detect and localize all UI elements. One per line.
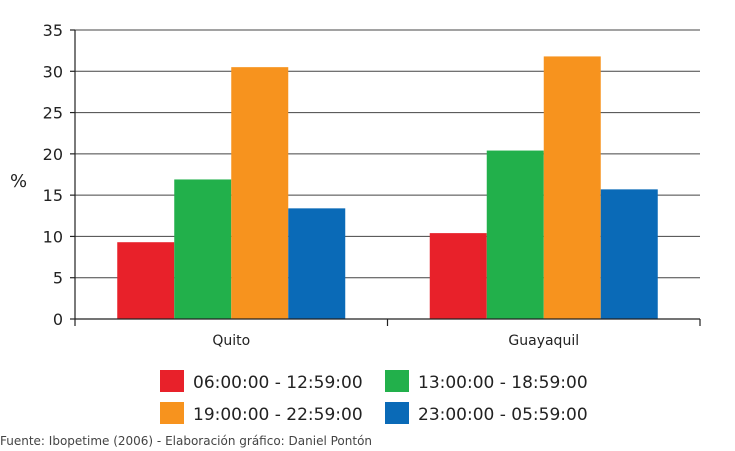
y-tick-label: 10 [43, 227, 63, 246]
legend-swatch [160, 370, 184, 392]
y-tick-label: 35 [43, 21, 63, 40]
bar [486, 150, 544, 319]
bar [117, 242, 175, 319]
legend-swatch [385, 402, 409, 424]
y-tick-labels: 0 5 10 15 20 25 30 35 [43, 21, 63, 329]
axes [70, 29, 701, 326]
bar [429, 233, 487, 319]
bar [543, 56, 601, 320]
category-label: Quito [212, 333, 250, 349]
bar [288, 208, 346, 319]
y-tick-label: 0 [53, 310, 63, 329]
legend-swatch [385, 370, 409, 392]
y-tick-label: 15 [43, 186, 63, 205]
y-tick-label: 20 [43, 145, 63, 164]
legend: 06:00:00 - 12:59:00 13:00:00 - 18:59:00 19… [160, 370, 588, 425]
legend-label: 23:00:00 - 05:59:00 [418, 405, 588, 425]
y-tick-label: 30 [43, 62, 63, 81]
legend-swatch [160, 402, 184, 424]
y-tick-label: 25 [43, 104, 63, 123]
legend-label: 13:00:00 - 18:59:00 [418, 373, 588, 393]
legend-label: 19:00:00 - 22:59:00 [193, 405, 363, 425]
category-labels: Quito Guayaquil [212, 333, 579, 349]
y-tick-label: 5 [53, 269, 63, 288]
bar [174, 179, 232, 319]
category-label: Guayaquil [508, 333, 579, 349]
bar [231, 67, 289, 320]
bar [600, 189, 658, 319]
legend-label: 06:00:00 - 12:59:00 [193, 373, 363, 393]
y-axis-label: % [10, 171, 27, 192]
bars [117, 56, 658, 320]
source-note: Fuente: Ibopetime (2006) - Elaboración g… [0, 434, 372, 448]
